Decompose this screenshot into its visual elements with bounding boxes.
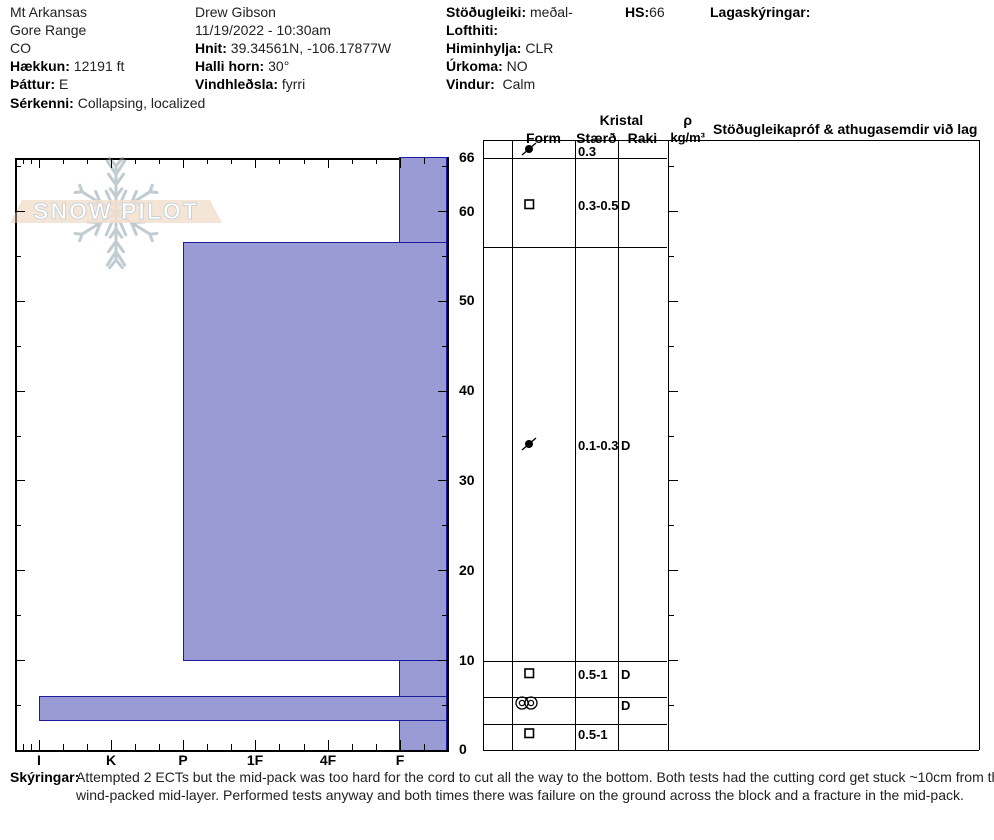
svg-text:SNOW PILOT: SNOW PILOT	[33, 198, 199, 224]
